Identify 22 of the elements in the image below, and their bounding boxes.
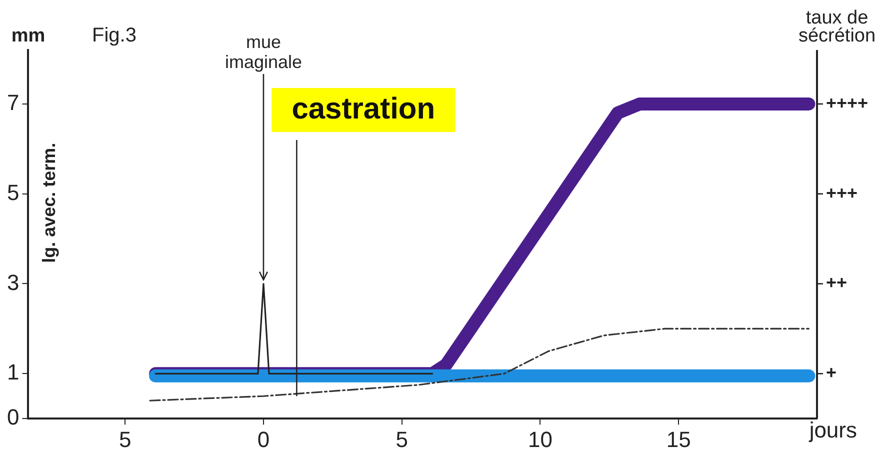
ref-line-label: castration <box>292 92 436 126</box>
y-tick-label: 7 <box>6 90 20 116</box>
y-tick-label: 3 <box>6 270 20 295</box>
x-tick-label: 0 <box>257 426 270 452</box>
text: ++ <box>826 272 848 293</box>
y-tick-label: 5 <box>6 180 20 205</box>
y2-axis-title: taux de sécrétion <box>798 8 876 47</box>
text: +++ <box>826 182 858 203</box>
x-tick-label: 15 <box>666 426 691 452</box>
x-tick-label: 5 <box>396 426 408 452</box>
line-series <box>149 328 810 402</box>
x-tick-label: 10 <box>528 426 552 452</box>
y-axis-title: lg. avec. term. <box>39 142 60 263</box>
x-axis-title: jours <box>808 418 857 443</box>
y-tick-label: 1 <box>6 360 20 385</box>
y-tick-label: 0 <box>6 404 20 430</box>
x-tick-label: 5 <box>118 426 132 452</box>
chart-title: Fig.3 <box>92 24 136 47</box>
annotation: mue imaginale <box>224 32 302 72</box>
text: ++++ <box>826 92 868 113</box>
text: + <box>826 362 837 383</box>
text: mm <box>11 26 46 47</box>
